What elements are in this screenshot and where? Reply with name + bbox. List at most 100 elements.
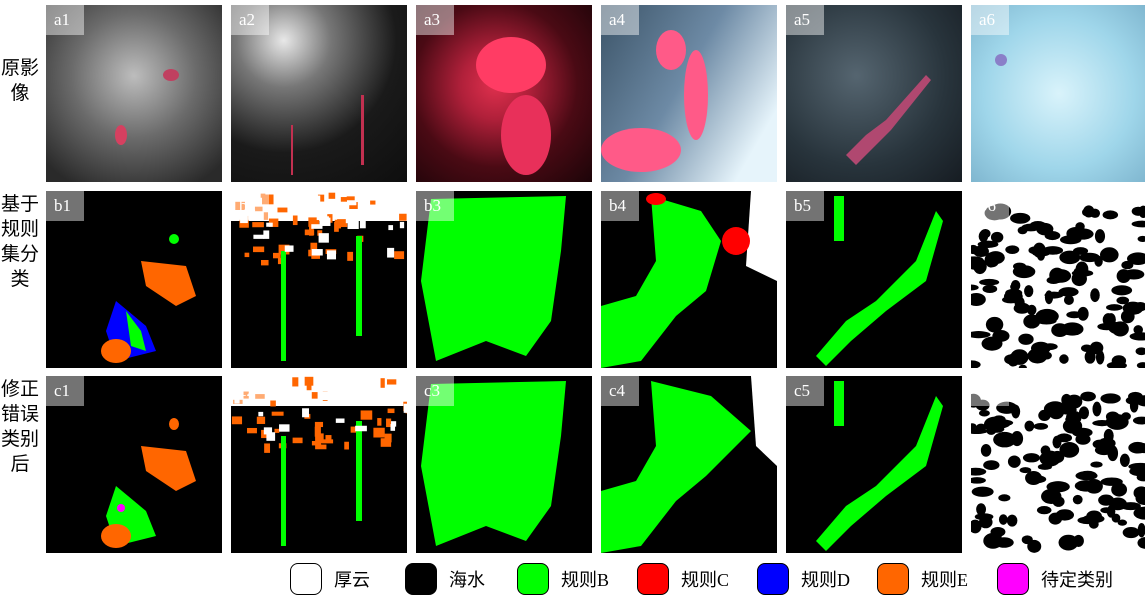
region (1059, 442, 1079, 458)
panel-label: c4 (601, 376, 639, 406)
region (375, 391, 387, 396)
region (978, 241, 999, 248)
region (1023, 314, 1040, 328)
region (976, 503, 986, 515)
region (270, 401, 276, 407)
region (360, 221, 366, 229)
figure: {"row_labels": ["原影像", "基于规则集分类", "修正错误类… (0, 0, 1145, 597)
region (1106, 414, 1129, 430)
region (381, 438, 391, 447)
region (387, 379, 396, 384)
panel-label: a6 (971, 5, 1009, 35)
region (388, 409, 395, 414)
legend-label: 规则D (801, 566, 850, 592)
region (1097, 323, 1116, 330)
region (266, 432, 275, 441)
region (656, 30, 686, 70)
region (344, 442, 349, 450)
region (846, 75, 931, 165)
region (646, 193, 666, 205)
legend-swatch (757, 563, 789, 595)
region (1111, 285, 1132, 295)
legend-label: 规则B (561, 566, 609, 592)
region (1100, 393, 1120, 403)
image-panel: a4 (601, 5, 777, 182)
image-panel: b6 (971, 191, 1145, 368)
region (388, 225, 393, 230)
region (834, 196, 844, 241)
region (257, 417, 265, 424)
region (1120, 502, 1141, 510)
region (1085, 350, 1096, 364)
panel-label: b4 (601, 191, 639, 221)
region (101, 524, 131, 548)
region (356, 236, 362, 336)
region (1058, 287, 1078, 297)
region (305, 230, 314, 236)
region (319, 233, 329, 242)
region (293, 438, 303, 444)
region (1123, 269, 1144, 279)
region (1121, 310, 1135, 323)
image-panel: b4 (601, 191, 777, 368)
panel-label: b1 (46, 191, 84, 221)
region (402, 393, 407, 398)
region (1123, 527, 1140, 538)
region (1095, 229, 1105, 243)
region (1085, 479, 1103, 494)
region (293, 216, 298, 226)
region (1007, 515, 1018, 527)
region (232, 416, 242, 424)
panel-label: b2 (231, 191, 269, 221)
region (1126, 397, 1139, 405)
region (1112, 514, 1121, 523)
region (1032, 251, 1049, 257)
region (1008, 455, 1021, 467)
legend-label: 规则C (681, 566, 729, 592)
region (327, 250, 336, 259)
legend-swatch (405, 563, 437, 595)
row-label: 修正错误类别后 (0, 377, 40, 477)
region (391, 388, 402, 397)
panel-label: a4 (601, 5, 639, 35)
region (972, 487, 994, 497)
legend-item: 厚云 (290, 563, 370, 595)
region (1066, 395, 1082, 409)
region (999, 514, 1008, 525)
panel-label: b6 (971, 191, 1009, 221)
legend-label: 厚云 (334, 566, 370, 592)
region (261, 260, 269, 265)
legend-label: 海水 (449, 566, 485, 592)
region (1014, 303, 1031, 314)
region (1049, 513, 1063, 525)
region (356, 421, 362, 521)
region (1078, 307, 1089, 321)
region (1112, 355, 1126, 366)
region (279, 387, 290, 393)
region (995, 54, 1007, 66)
region (1095, 445, 1113, 455)
region (279, 424, 289, 431)
region (1092, 402, 1101, 417)
region (1111, 483, 1127, 497)
region (101, 339, 131, 363)
image-panel: a6 (971, 5, 1145, 182)
region (1024, 285, 1033, 297)
region (1072, 428, 1093, 437)
region (377, 418, 381, 426)
region (1106, 304, 1123, 311)
region (370, 201, 375, 205)
region (247, 428, 257, 433)
region (263, 230, 269, 238)
region (312, 441, 321, 445)
region (274, 429, 279, 433)
region (315, 422, 323, 427)
region (983, 460, 999, 470)
legend-item: 规则B (517, 563, 609, 595)
region (1079, 471, 1097, 479)
region (1083, 205, 1094, 217)
region (391, 421, 396, 426)
legend-item: 规则D (757, 563, 850, 595)
region (1036, 223, 1053, 235)
region (345, 389, 357, 396)
